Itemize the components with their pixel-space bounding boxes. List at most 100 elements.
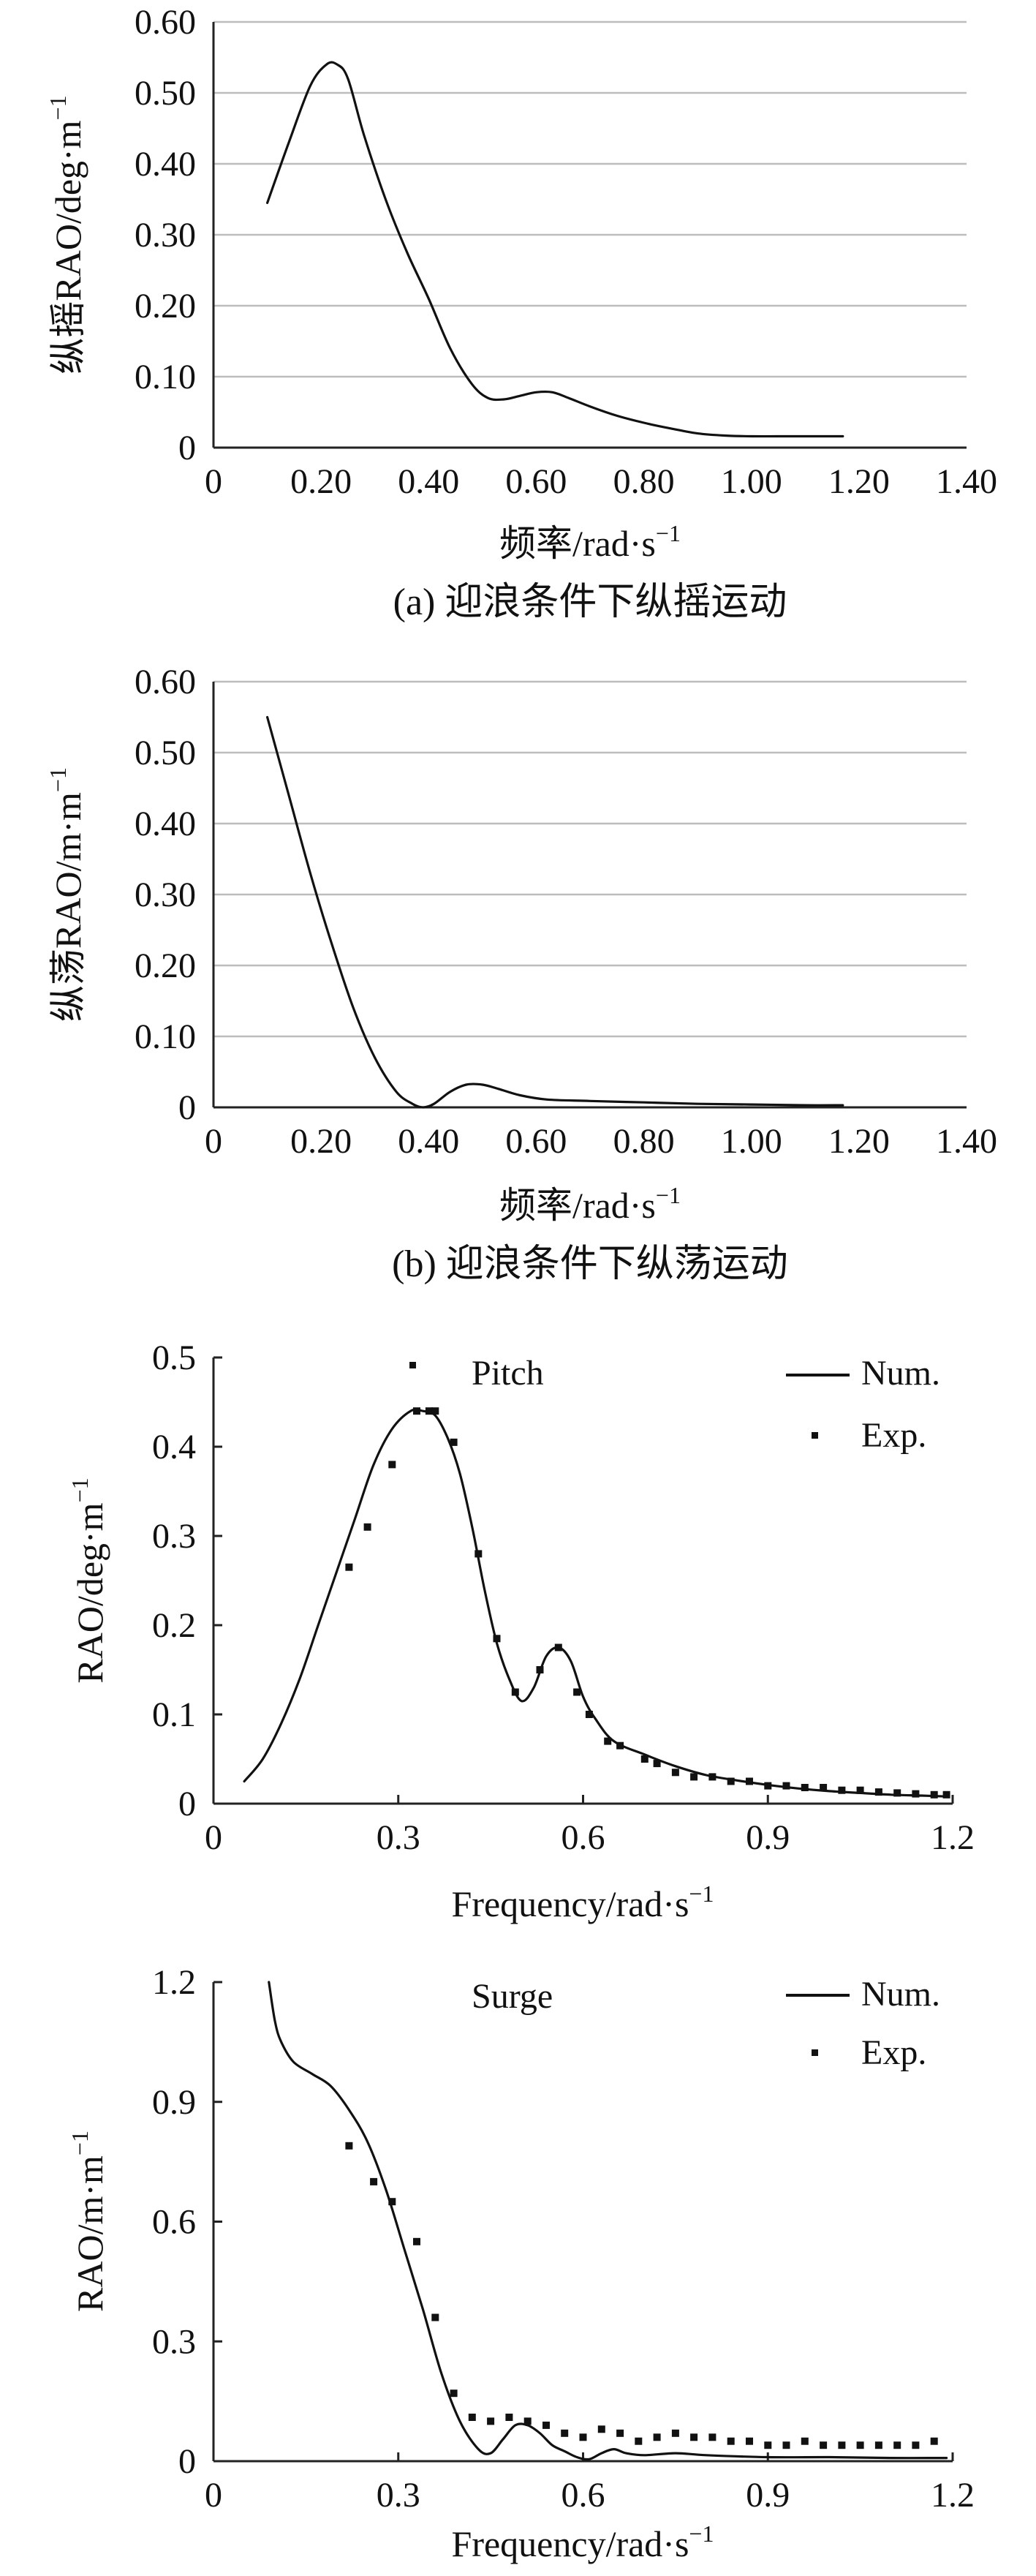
- chart-d-y-tick-label: 1.2: [152, 1963, 196, 2002]
- chart-c-x-tick-label: 0.6: [562, 1818, 605, 1857]
- chart-c-exp-point: [912, 1790, 920, 1798]
- chart-d-exp-point: [597, 2425, 605, 2433]
- chart-c-exp-point: [554, 1643, 562, 1652]
- chart-b-y-tick-label: 0.10: [135, 1017, 196, 1056]
- chart-d-exp-point: [801, 2437, 809, 2445]
- chart-c-exp-point: [671, 1769, 679, 1777]
- chart-d-exp-point: [708, 2433, 716, 2441]
- chart-d-exp-point: [653, 2433, 661, 2441]
- chart-c-exp-point: [345, 1563, 353, 1571]
- chart-b-x-tick-label: 0.80: [613, 1122, 675, 1161]
- chart-b-x-tick-label: 1.40: [936, 1122, 997, 1161]
- chart-a-y-tick-label: 0.40: [135, 145, 196, 184]
- chart-b-series: [266, 715, 844, 1109]
- chart-b-gridlines: [213, 680, 967, 1038]
- chart-c-y-ticks: 0 0.1 0.2 0.3 0.4 0.5: [152, 1338, 222, 1823]
- chart-c-exp-point: [942, 1790, 950, 1799]
- chart-d-exp-point: [468, 2414, 476, 2421]
- chart-c-exp-point: [474, 1550, 483, 1558]
- chart-c-y-tick-label: 0.1: [152, 1695, 196, 1734]
- chart-c-exp-point: [536, 1666, 544, 1673]
- chart-c-exp-point: [782, 1782, 790, 1790]
- chart-b-caption: (b) 迎浪条件下纵荡运动: [392, 1243, 788, 1285]
- chart-a-x-tick-label: 0.20: [290, 462, 352, 501]
- chart-d-x-tick-label: 0.3: [377, 2476, 420, 2515]
- chart-c-exp-point: [573, 1688, 581, 1696]
- chart-d-x-ticks: 0 0.3 0.6 0.9 1.2: [205, 2452, 975, 2515]
- chart-a-x-tick-label: 1.00: [721, 462, 782, 501]
- chart-d-exp-point: [874, 2441, 882, 2449]
- chart-c-exp-point: [388, 1461, 396, 1469]
- chart-c-x-tick-label: 0.9: [746, 1818, 790, 1857]
- chart-a-y-ticks: 0 0.10 0.20 0.30 0.40 0.50 0.60: [135, 3, 196, 467]
- chart-surge-head-sea: 0 0.20 0.40 0.60 0.80 1.00 1.20 1.40 00.100.200…: [45, 663, 997, 1285]
- chart-d-y-label: RAO/m·m−1: [67, 2131, 110, 2312]
- chart-c-exp-point: [413, 1407, 420, 1415]
- chart-a-series-line: [266, 61, 844, 438]
- chart-c-exp-point: [801, 1784, 809, 1791]
- chart-c-x-label: Frequency/rad·s−1: [452, 1880, 714, 1924]
- chart-c-x-ticks: 0 0.3 0.6 0.9 1.2: [205, 1795, 975, 1857]
- chart-a-y-tick-label: 0.60: [135, 3, 196, 42]
- chart-d-exp-point: [542, 2421, 550, 2429]
- chart-d-title: Surge: [472, 1977, 553, 2016]
- chart-d-exp-point: [505, 2414, 513, 2421]
- chart-a-y-label: 纵摇RAO/deg·m−1: [45, 95, 88, 374]
- chart-c-y-tick-label: 0.4: [152, 1428, 196, 1466]
- chart-a-x-tick-label: 1.20: [828, 462, 890, 501]
- chart-d-y-ticks: 0 0.3 0.6 0.9 1.2: [152, 1963, 222, 2481]
- chart-c-exp-point: [493, 1635, 501, 1643]
- chart-a-x-label: 频率/rad·s−1: [499, 520, 681, 564]
- chart-c-exp-point: [616, 1741, 624, 1750]
- chart-c-exp-point: [640, 1755, 649, 1763]
- chart-c-y-tick-label: 0.3: [152, 1517, 196, 1556]
- chart-a-x-tick-label: 0.80: [613, 462, 675, 501]
- chart-a-caption: (a) 迎浪条件下纵摇运动: [393, 581, 787, 623]
- chart-b-x-label: 频率/rad·s−1: [499, 1182, 681, 1226]
- chart-c-exp-point: [431, 1407, 439, 1415]
- chart-d-x-tick-label: 1.2: [931, 2476, 975, 2515]
- chart-a-gridlines: [213, 20, 967, 378]
- chart-d-x-tick-label: 0: [205, 2476, 222, 2515]
- chart-d-exp-point: [690, 2433, 698, 2441]
- chart-c-series-line: [243, 1408, 948, 1798]
- chart-d-exp-point: [388, 2198, 396, 2206]
- chart-c-y-tick-label: 0.2: [152, 1606, 196, 1645]
- chart-a-y-tick-label: 0.30: [135, 216, 196, 255]
- chart-b-x-tick-label: 0: [205, 1122, 222, 1161]
- chart-c-series: [243, 1407, 950, 1799]
- chart-b-series-line: [266, 715, 844, 1109]
- chart-b-y-tick-label: 0.50: [135, 734, 196, 772]
- chart-d-exp-point: [893, 2441, 901, 2449]
- chart-c-title-marker: [409, 1362, 416, 1368]
- chart-pitch-head-sea: 0 0.20 0.40 0.60 0.80 1.00 1.20 1.40 00.100.200…: [45, 3, 997, 623]
- chart-d-exp-point: [616, 2429, 624, 2437]
- chart-c-y-label: RAO/deg·m−1: [67, 1477, 110, 1683]
- chart-c-exp-point: [764, 1782, 772, 1790]
- chart-b-y-tick-label: 0.30: [135, 875, 196, 914]
- chart-a-y-tick-label: 0.50: [135, 74, 196, 113]
- chart-c-exp-point: [511, 1688, 519, 1696]
- chart-d-legend-num: Num.: [861, 1975, 940, 2014]
- chart-c-x-tick-label: 0: [205, 1818, 222, 1857]
- chart-c-exp-point: [450, 1438, 458, 1446]
- chart-c-exp-point: [585, 1711, 593, 1718]
- chart-c-x-tick-label: 1.2: [931, 1818, 975, 1857]
- chart-d-legend-exp: Exp.: [861, 2033, 926, 2072]
- chart-d-series: [268, 1981, 948, 2461]
- chart-d-exp-point: [912, 2441, 920, 2449]
- chart-b-x-tick-label: 0.20: [290, 1122, 352, 1161]
- chart-a-y-tick-label: 0.10: [135, 358, 196, 396]
- chart-c-exp-point: [708, 1773, 716, 1781]
- chart-b-y-ticks: 0 0.10 0.20 0.30 0.40 0.50 0.60: [135, 663, 196, 1127]
- chart-c-exp-point: [363, 1523, 371, 1531]
- chart-b-y-tick-label: 0.60: [135, 663, 196, 701]
- chart-b-y-label: 纵荡RAO/m·m−1: [45, 767, 88, 1022]
- chart-d-series-line: [268, 1981, 948, 2461]
- chart-b-x-tick-label: 0.60: [505, 1122, 567, 1161]
- chart-d-exp-point: [782, 2441, 790, 2449]
- chart-d-legend-dot-swatch: [812, 2049, 818, 2056]
- chart-d-y-tick-label: 0: [178, 2442, 196, 2481]
